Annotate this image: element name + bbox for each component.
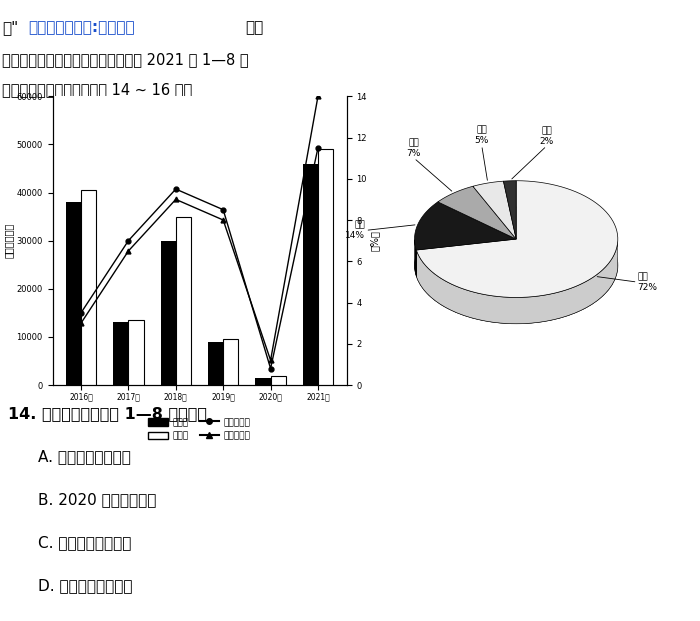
Text: D. 能源结构不断改善: D. 能源结构不断改善	[38, 578, 132, 593]
用电量增速	[267, 356, 275, 364]
Polygon shape	[438, 186, 516, 239]
Polygon shape	[416, 242, 617, 324]
Line: 发电量增速: 发电量增速	[78, 145, 321, 371]
Text: 增速: 增速	[245, 20, 263, 35]
Bar	[128, 320, 144, 385]
发电量增速	[172, 185, 180, 193]
Legend: 用电量, 发电量, 发电量增速, 用电量增速: 用电量, 发电量, 发电量增速, 用电量增速	[145, 414, 254, 444]
发电量增速	[77, 309, 85, 317]
Text: B. 2020 年发电量最少: B. 2020 年发电量最少	[38, 492, 156, 507]
Polygon shape	[503, 181, 516, 239]
Bar	[318, 149, 333, 385]
Ellipse shape	[414, 207, 618, 324]
Text: 風电
7%: 風电 7%	[407, 138, 421, 158]
Bar	[256, 378, 271, 385]
Polygon shape	[414, 202, 516, 250]
用电量增速	[314, 93, 322, 100]
Bar	[223, 339, 239, 385]
用电量增速	[124, 247, 132, 255]
Text: 核电
5%: 核电 5%	[475, 125, 489, 145]
发电量增速	[124, 237, 132, 245]
Text: 微信公众号关注:趣找答案: 微信公众号关注:趣找答案	[28, 20, 134, 35]
Bar	[176, 217, 191, 385]
Polygon shape	[414, 240, 416, 276]
用电量增速	[219, 216, 228, 224]
Text: 14. 据图推测，近几年 1—8 月，我国: 14. 据图推测，近几年 1—8 月，我国	[8, 406, 207, 421]
Text: 水电
14%: 水电 14%	[345, 220, 365, 240]
Polygon shape	[416, 181, 618, 297]
Bar	[113, 322, 128, 385]
Text: 潮": 潮"	[2, 20, 18, 35]
Y-axis label: （亿千瓦时）: （亿千瓦时）	[4, 223, 13, 258]
Text: C. 电力供需矛盾加剧: C. 电力供需矛盾加剧	[38, 535, 132, 550]
Text: 统计图（部分数据未呈现），右图为 2021 年 1—8 月: 统计图（部分数据未呈现），右图为 2021 年 1—8 月	[2, 52, 248, 67]
发电量增速	[219, 206, 228, 214]
Text: 其他
2%: 其他 2%	[540, 127, 554, 146]
Bar	[160, 241, 176, 385]
Y-axis label: （%）: （%）	[370, 230, 379, 251]
Bar	[303, 164, 318, 385]
Polygon shape	[473, 181, 516, 239]
用电量增速	[77, 319, 85, 327]
Bar	[81, 190, 96, 385]
Text: 火电
72%: 火电 72%	[638, 273, 657, 292]
Text: 我国发电结构图。据此完成 14 ~ 16 题。: 我国发电结构图。据此完成 14 ~ 16 题。	[2, 82, 192, 97]
用电量增速	[172, 196, 180, 203]
发电量增速	[267, 365, 275, 372]
Bar	[66, 202, 81, 385]
Bar	[208, 342, 223, 385]
Text: A. 用电量呈波动上升: A. 用电量呈波动上升	[38, 449, 131, 464]
Line: 用电量增速: 用电量增速	[78, 94, 321, 363]
发电量增速	[314, 144, 322, 152]
Bar	[271, 376, 286, 385]
